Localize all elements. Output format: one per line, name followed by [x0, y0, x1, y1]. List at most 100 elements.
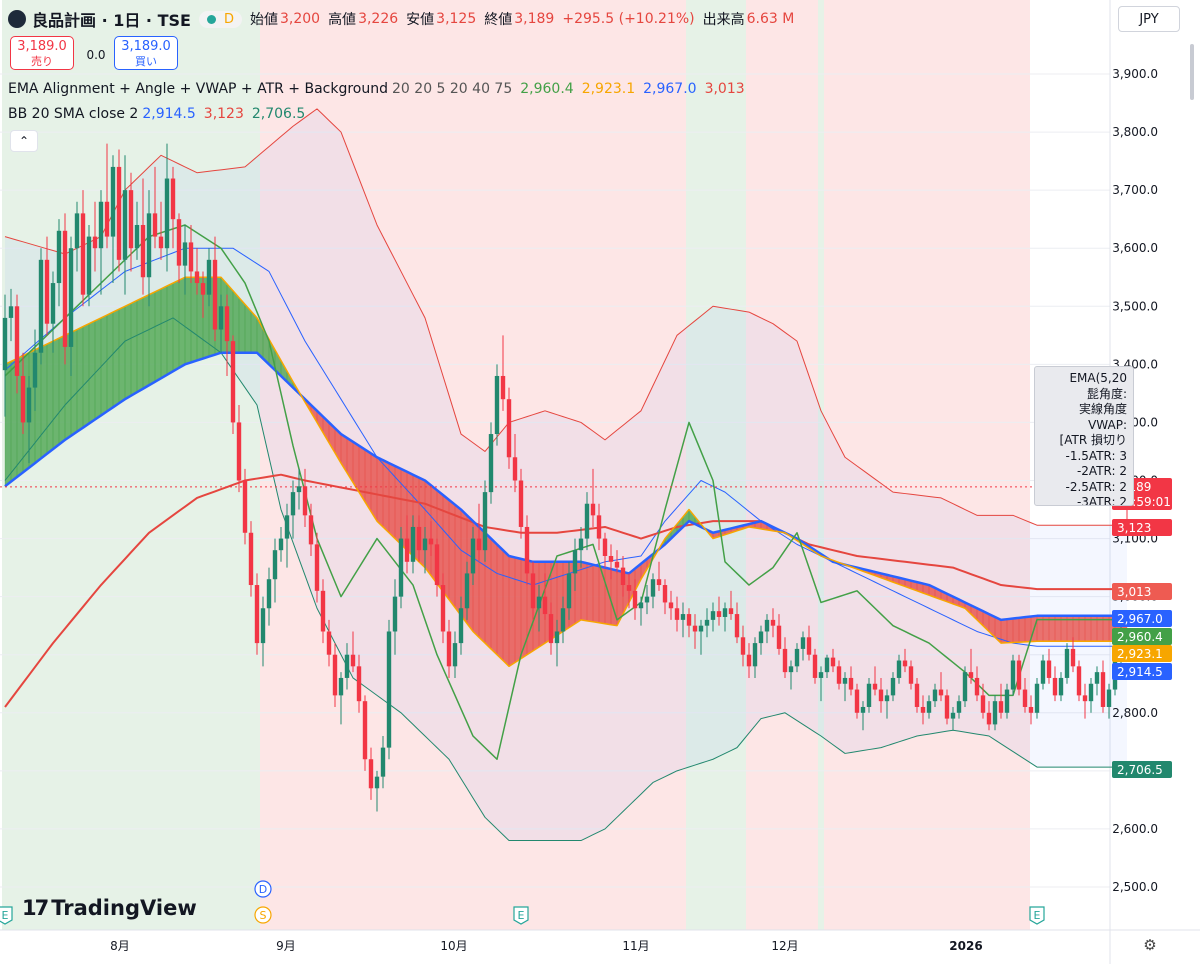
buy-button[interactable]: 3,189.0 買い — [114, 36, 178, 70]
buy-price: 3,189.0 — [121, 39, 171, 54]
price-axis-label: 3,500.0 — [1112, 299, 1158, 313]
candle — [758, 625, 764, 655]
symbol-title[interactable]: 良品計画 · 1日 · TSE — [32, 11, 191, 30]
candle — [218, 294, 224, 353]
event-marker[interactable]: D — [254, 880, 272, 898]
candle — [428, 521, 434, 556]
bb-indicator-legend[interactable]: BB 20 SMA close 2 2,914.5 3,123 2,706.5 — [8, 104, 313, 124]
candle-body — [1064, 648, 1070, 678]
earnings-marker-icon — [1029, 906, 1045, 925]
candle-body — [392, 596, 398, 632]
candle — [1034, 677, 1040, 719]
open-value: 3,200 — [279, 11, 321, 27]
candle-body — [902, 660, 908, 667]
price-tag-label: 3,123 — [1117, 521, 1151, 535]
candle-body — [308, 515, 314, 545]
candle-body — [980, 695, 986, 713]
candle-body — [566, 573, 572, 609]
candle — [50, 271, 56, 353]
candle — [152, 166, 158, 249]
candle-body — [542, 596, 548, 615]
chart-settings-button[interactable]: ⚙ — [1140, 935, 1160, 955]
candle-body — [560, 608, 566, 632]
candle — [284, 503, 290, 568]
event-markers[interactable]: E DS E E — [0, 880, 1045, 925]
open-label: 始値 — [249, 12, 278, 28]
candle — [572, 538, 578, 591]
candle-body — [1106, 689, 1112, 707]
collapse-legend-button[interactable]: ⌃ — [10, 130, 38, 152]
ema-ribbon-segment — [238, 297, 246, 353]
candle-body — [386, 631, 392, 748]
candle — [740, 625, 746, 667]
tooltip-line: 実線角度 — [1078, 402, 1127, 416]
event-marker[interactable]: E — [513, 906, 529, 925]
candle-body — [164, 178, 170, 249]
ema-ribbon-segment — [418, 477, 426, 569]
candle — [686, 608, 692, 638]
line-ema-5 — [4, 224, 1127, 760]
candle-body — [158, 236, 164, 249]
candle — [752, 637, 758, 678]
candle-body — [950, 712, 956, 719]
tradingview-logo[interactable]: 17 TradingView — [22, 896, 197, 920]
candle-body — [344, 654, 350, 678]
event-marker[interactable]: S — [254, 906, 272, 924]
candle — [56, 219, 62, 307]
tooltip-line: [ATR 損切り — [1059, 433, 1127, 447]
price-axis-label: 2,600.0 — [1112, 822, 1158, 836]
candle — [194, 248, 200, 295]
candle — [1010, 654, 1016, 696]
event-marker-label: S — [260, 909, 267, 922]
candle — [224, 294, 230, 376]
candle — [914, 677, 920, 713]
price-tag-box — [1112, 628, 1172, 645]
low-label: 安値 — [406, 12, 435, 28]
candle-body — [26, 387, 32, 423]
candle — [770, 608, 776, 638]
event-marker-label: E — [518, 909, 525, 922]
candle-body — [740, 637, 746, 655]
price-axis-label: 2,800.0 — [1112, 706, 1158, 720]
candle-body — [356, 666, 362, 702]
sell-button[interactable]: 3,189.0 売り — [10, 36, 74, 70]
candle-body — [1010, 660, 1016, 690]
candle-body — [398, 538, 404, 597]
candle — [896, 654, 902, 684]
candle — [314, 532, 320, 603]
candle — [344, 643, 350, 690]
candle — [932, 683, 938, 707]
ema-ribbon-segment — [82, 323, 90, 429]
candle-body — [734, 614, 740, 638]
candle — [722, 602, 728, 632]
bb-value-lower: 2,706.5 — [251, 106, 306, 122]
candle-body — [176, 219, 182, 266]
candle-body — [56, 230, 62, 284]
interval-badge[interactable]: D — [198, 10, 242, 28]
price-tag-box — [1112, 583, 1172, 600]
band-fills — [4, 108, 1128, 841]
time-axis-label: 11月 — [622, 939, 649, 953]
candle-body — [986, 712, 992, 725]
candle — [926, 695, 932, 719]
ema-ribbon-segment — [124, 303, 132, 400]
candle — [980, 683, 986, 719]
event-marker[interactable]: E — [1029, 906, 1045, 925]
ema-indicator-legend[interactable]: EMA Alignment + Angle + VWAP + ATR + Bac… — [8, 79, 753, 99]
event-marker-label: E — [1034, 909, 1041, 922]
close-value: 3,189 — [514, 11, 555, 27]
tradingview-logo-icon: 17 — [22, 896, 49, 920]
low-value: 3,125 — [436, 11, 477, 27]
candle-body — [302, 486, 308, 516]
bb-value-upper: 3,123 — [203, 106, 244, 122]
candle — [116, 149, 122, 272]
candles — [2, 143, 1130, 812]
candle-body — [914, 683, 920, 707]
event-marker[interactable]: E — [0, 906, 13, 925]
candle — [638, 596, 644, 626]
ema-ribbon-segment — [502, 549, 510, 667]
candle — [248, 521, 254, 597]
candle — [110, 155, 116, 284]
currency-button[interactable]: JPY — [1118, 6, 1180, 32]
